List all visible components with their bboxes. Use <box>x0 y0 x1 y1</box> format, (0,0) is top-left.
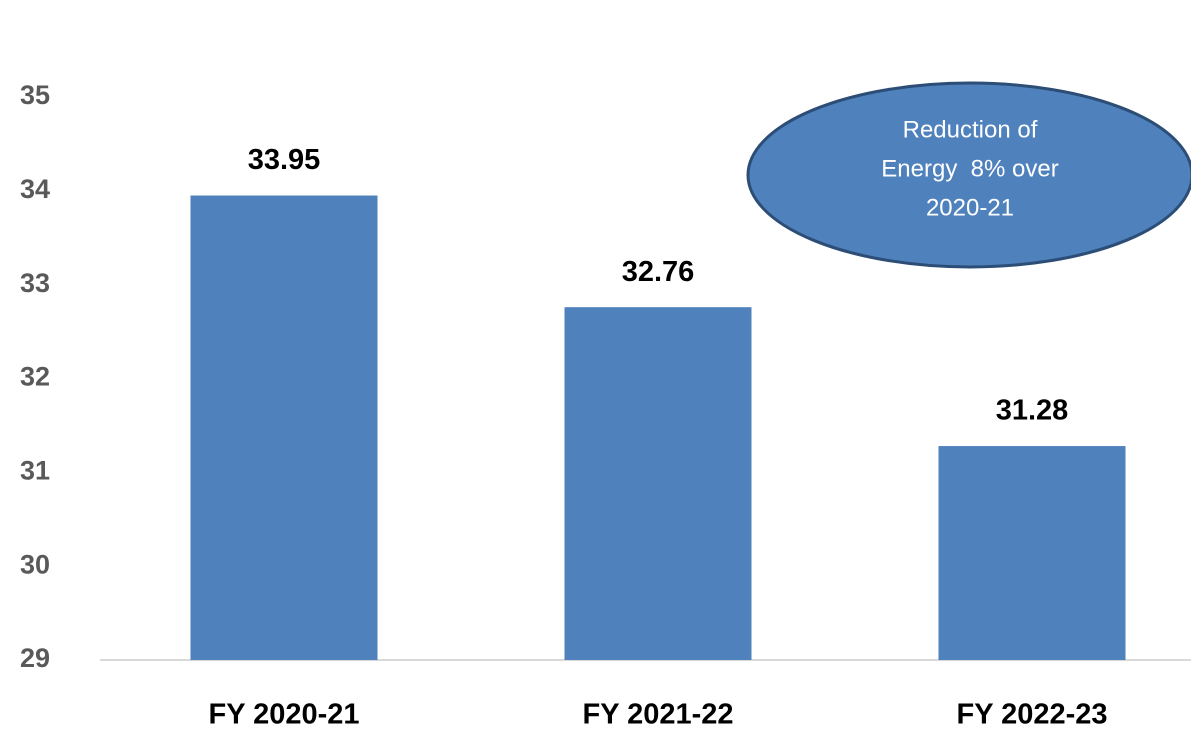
annotation-bubble <box>746 81 1191 269</box>
annotation-line: Reduction of <box>903 116 1038 143</box>
annotation-line: 2020-21 <box>926 194 1014 221</box>
y-tick-label: 34 <box>20 174 50 204</box>
data-label: 33.95 <box>248 144 321 176</box>
y-tick-label: 32 <box>20 362 50 392</box>
x-tick-label: FY 2022-23 <box>956 699 1107 731</box>
data-label: 32.76 <box>622 256 695 288</box>
y-tick-label: 29 <box>20 643 50 673</box>
bar <box>564 307 752 660</box>
y-tick-label: 35 <box>20 80 50 110</box>
y-tick-label: 30 <box>20 549 50 579</box>
y-tick-label: 31 <box>20 455 50 485</box>
annotation-line: Energy 8% over <box>881 155 1058 182</box>
x-tick-label: FY 2020-21 <box>208 699 359 731</box>
y-tick-label: 33 <box>20 268 50 298</box>
data-label: 31.28 <box>996 395 1069 427</box>
x-tick-label: FY 2021-22 <box>582 699 733 731</box>
bar <box>938 446 1126 660</box>
bar <box>190 195 378 660</box>
